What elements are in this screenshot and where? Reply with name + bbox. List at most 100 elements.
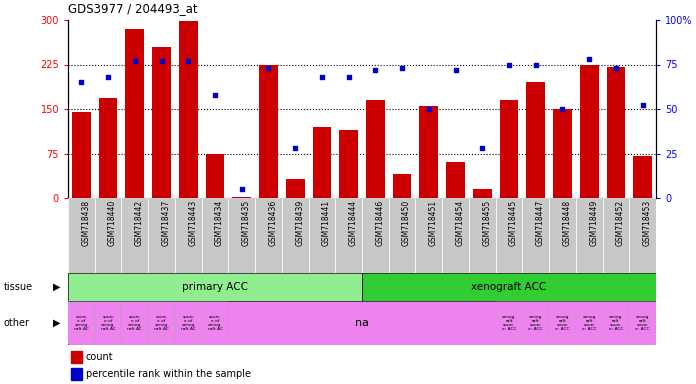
- Text: ▶: ▶: [52, 318, 60, 328]
- Bar: [68, 198, 95, 273]
- Text: sourc
e of
xenog
raft AC: sourc e of xenog raft AC: [154, 315, 169, 331]
- Bar: [95, 198, 122, 273]
- Text: GSM718449: GSM718449: [590, 200, 598, 247]
- Point: [183, 58, 194, 64]
- Text: tissue: tissue: [3, 282, 33, 292]
- Bar: [335, 198, 362, 273]
- Text: GSM718436: GSM718436: [269, 200, 278, 247]
- Bar: [442, 198, 469, 273]
- Bar: [366, 100, 385, 198]
- Text: GSM718450: GSM718450: [402, 200, 411, 247]
- Bar: [122, 198, 148, 273]
- Point: [290, 145, 301, 151]
- Text: GSM718453: GSM718453: [642, 200, 651, 247]
- Text: GSM718455: GSM718455: [482, 200, 491, 247]
- Text: xenog
raft
sourc
e: ACC: xenog raft sourc e: ACC: [635, 315, 650, 331]
- Bar: [339, 130, 358, 198]
- Text: sourc
e of
xenog
raft AC: sourc e of xenog raft AC: [74, 315, 89, 331]
- Point: [129, 58, 141, 64]
- Point: [397, 65, 408, 71]
- Point: [156, 58, 167, 64]
- Point: [584, 56, 595, 62]
- Bar: [603, 198, 629, 273]
- Text: sourc
e of
xenog
raft AC: sourc e of xenog raft AC: [101, 315, 116, 331]
- Bar: [259, 65, 278, 198]
- Text: GSM718442: GSM718442: [135, 200, 144, 247]
- Text: GSM718434: GSM718434: [215, 200, 224, 247]
- Text: xenog
raft
sourc
e: ACC: xenog raft sourc e: ACC: [555, 315, 570, 331]
- Text: na: na: [355, 318, 369, 328]
- Text: ▶: ▶: [52, 282, 60, 292]
- Bar: [282, 198, 308, 273]
- Bar: [553, 109, 572, 198]
- Point: [317, 74, 328, 80]
- Text: sourc
e of
xenog
raft AC: sourc e of xenog raft AC: [207, 315, 223, 331]
- Text: GSM718447: GSM718447: [536, 200, 545, 247]
- Bar: [286, 179, 305, 198]
- Text: other: other: [3, 318, 29, 328]
- Bar: [202, 198, 228, 273]
- Bar: [308, 198, 335, 273]
- Bar: [496, 302, 523, 344]
- Text: sourc
e of
xenog
raft AC: sourc e of xenog raft AC: [127, 315, 142, 331]
- Text: count: count: [86, 352, 113, 362]
- Text: xenog
raft
sourc
e: ACC: xenog raft sourc e: ACC: [502, 315, 516, 331]
- Bar: [175, 302, 202, 344]
- Bar: [389, 198, 416, 273]
- Bar: [179, 21, 198, 198]
- Bar: [549, 198, 576, 273]
- Bar: [152, 47, 171, 198]
- Text: GSM718452: GSM718452: [616, 200, 625, 247]
- Text: GDS3977 / 204493_at: GDS3977 / 204493_at: [68, 2, 198, 15]
- Bar: [202, 302, 228, 344]
- Bar: [72, 112, 90, 198]
- Bar: [148, 302, 175, 344]
- Point: [503, 61, 514, 68]
- Point: [450, 67, 461, 73]
- Bar: [469, 198, 496, 273]
- Bar: [148, 198, 175, 273]
- Text: GSM718444: GSM718444: [349, 200, 358, 247]
- Bar: [71, 351, 81, 362]
- Bar: [68, 302, 95, 344]
- Bar: [175, 198, 202, 273]
- Text: xenograft ACC: xenograft ACC: [471, 282, 546, 292]
- Text: xenog
raft
sourc
e: ACC: xenog raft sourc e: ACC: [609, 315, 623, 331]
- Bar: [629, 302, 656, 344]
- Bar: [228, 198, 255, 273]
- Text: GSM718451: GSM718451: [429, 200, 438, 247]
- Bar: [125, 29, 144, 198]
- Bar: [580, 65, 599, 198]
- Bar: [205, 154, 224, 198]
- Bar: [526, 82, 545, 198]
- Point: [263, 65, 274, 71]
- Bar: [95, 302, 122, 344]
- Point: [209, 92, 221, 98]
- Bar: [420, 106, 438, 198]
- Bar: [393, 174, 411, 198]
- Text: sourc
e of
xenog
raft AC: sourc e of xenog raft AC: [181, 315, 196, 331]
- Bar: [473, 189, 491, 198]
- Bar: [603, 302, 629, 344]
- Text: GSM718438: GSM718438: [81, 200, 90, 247]
- Point: [343, 74, 354, 80]
- Point: [236, 186, 247, 192]
- Bar: [606, 68, 625, 198]
- Bar: [71, 368, 81, 380]
- Bar: [633, 156, 652, 198]
- Point: [423, 106, 434, 112]
- Point: [370, 67, 381, 73]
- Bar: [500, 100, 519, 198]
- Point: [477, 145, 488, 151]
- Text: percentile rank within the sample: percentile rank within the sample: [86, 369, 251, 379]
- Text: GSM718435: GSM718435: [242, 200, 251, 247]
- Bar: [362, 273, 656, 301]
- Bar: [576, 198, 603, 273]
- Bar: [99, 98, 118, 198]
- Text: GSM718443: GSM718443: [189, 200, 197, 247]
- Bar: [523, 302, 549, 344]
- Bar: [629, 198, 656, 273]
- Bar: [576, 302, 603, 344]
- Bar: [523, 198, 549, 273]
- Text: GSM718439: GSM718439: [295, 200, 304, 247]
